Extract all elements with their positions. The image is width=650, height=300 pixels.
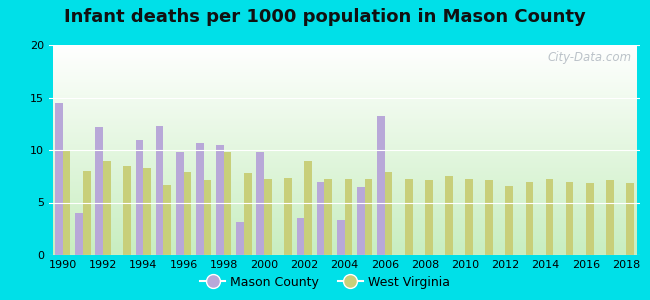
Bar [236,222,244,255]
Bar [296,218,304,255]
Bar [176,152,183,255]
Bar [586,182,593,255]
Bar [465,179,473,255]
Bar [445,176,453,255]
Bar [163,184,171,255]
Bar [626,182,634,255]
Bar [357,187,365,255]
Bar [566,182,573,255]
Bar [405,179,413,255]
Bar [143,168,151,255]
Bar [124,166,131,255]
Bar [337,220,344,255]
Bar [183,172,191,255]
Bar [103,160,111,255]
Bar [256,152,264,255]
Bar [344,179,352,255]
Legend: Mason County, West Virginia: Mason County, West Virginia [195,271,455,294]
Bar [96,127,103,255]
Bar [75,213,83,255]
Bar [284,178,292,255]
Bar [365,179,372,255]
Bar [425,180,433,255]
Bar [224,152,231,255]
Bar [506,186,513,255]
Bar [244,173,252,255]
Bar [304,160,312,255]
Bar [324,179,332,255]
Bar [385,172,393,255]
Bar [55,103,63,255]
Bar [83,171,90,255]
Bar [156,126,163,255]
Bar [526,182,533,255]
Bar [216,145,224,255]
Bar [486,180,493,255]
Bar [377,116,385,255]
Bar [63,150,70,255]
Text: Infant deaths per 1000 population in Mason County: Infant deaths per 1000 population in Mas… [64,8,586,26]
Bar [606,180,614,255]
Bar [196,143,203,255]
Bar [264,179,272,255]
Text: City-Data.com: City-Data.com [547,51,631,64]
Bar [317,182,324,255]
Bar [203,180,211,255]
Bar [546,179,553,255]
Bar [136,140,143,255]
